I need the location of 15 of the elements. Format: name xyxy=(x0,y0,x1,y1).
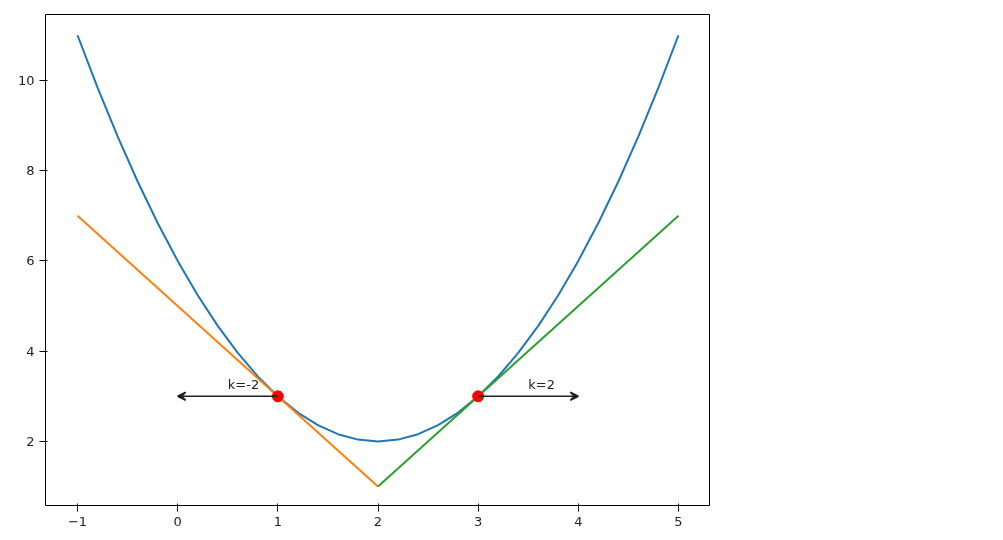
x-tick-label: 2 xyxy=(373,513,383,529)
annotation: k=2 xyxy=(528,377,555,393)
y-tick-label: 4 xyxy=(26,343,35,359)
annotation: k=-2 xyxy=(227,377,260,393)
x-tick-label: 5 xyxy=(674,513,683,529)
x-tick-label: 3 xyxy=(474,513,483,529)
line-series xyxy=(76,34,680,443)
x-tick-label: 1 xyxy=(273,513,282,529)
y-tick-label: 10 xyxy=(17,72,35,88)
x-tick-label: −1 xyxy=(67,513,88,529)
y-tick-label: 6 xyxy=(26,253,35,269)
x-tick-label: 4 xyxy=(574,513,583,529)
y-tick-label: 2 xyxy=(26,433,35,449)
x-tick-label: 0 xyxy=(173,513,182,529)
y-tick-label: 8 xyxy=(26,163,35,179)
